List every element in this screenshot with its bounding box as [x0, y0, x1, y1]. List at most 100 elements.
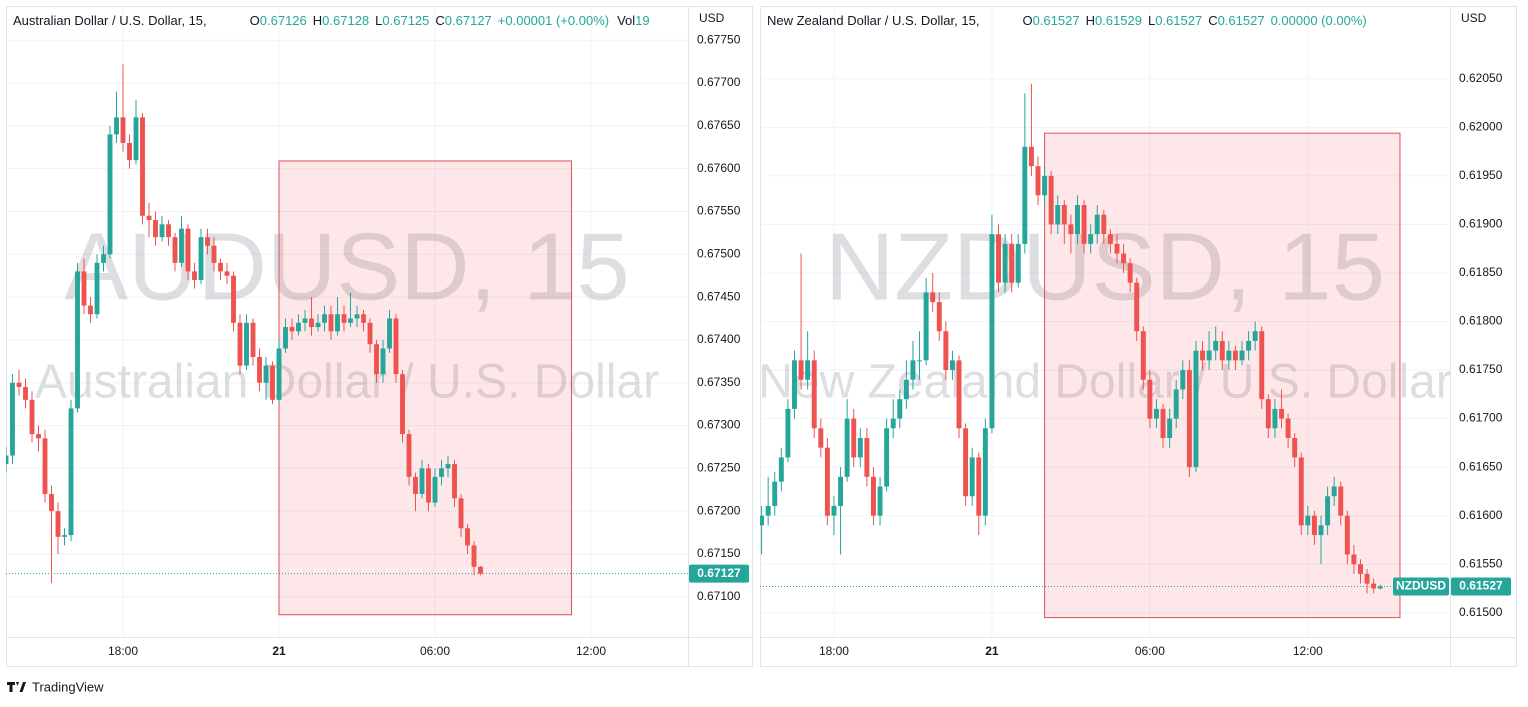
candle-body [969, 457, 975, 497]
candle-body [903, 379, 909, 400]
candle-body [367, 322, 373, 345]
candle-body [1325, 496, 1331, 526]
candle-body [1246, 340, 1252, 351]
candle-body [1180, 370, 1186, 390]
legend-value: 0.61527 [1217, 13, 1265, 28]
candle-body [1377, 586, 1383, 589]
candle-body [1298, 457, 1304, 526]
volume-value: 19 [635, 13, 650, 28]
candle-body [478, 566, 483, 574]
candle-body [1272, 408, 1278, 429]
candle-body [458, 498, 464, 529]
legend-value: 0.67125 [382, 13, 430, 28]
candle-body [1028, 146, 1034, 167]
candle-body [1311, 515, 1317, 536]
y-tick-label: 0.67600 [697, 161, 741, 175]
candle-body [1107, 234, 1113, 244]
y-tick-label: 0.61850 [1459, 265, 1503, 279]
candle-body [432, 476, 438, 503]
y-tick-label: 0.61500 [1459, 605, 1503, 619]
candle-body [296, 322, 301, 332]
candle-body [1186, 370, 1192, 468]
legend-value: 0.67126 [259, 13, 307, 28]
candle-body [107, 134, 113, 255]
candle-body [864, 437, 870, 477]
candle-body [120, 117, 126, 143]
candle-body [257, 357, 262, 383]
legend-label: L [1147, 13, 1156, 28]
y-tick-label: 0.67250 [697, 461, 741, 475]
legend-label: L [375, 13, 383, 28]
candle-body [1121, 253, 1127, 264]
candle-body [276, 348, 282, 400]
candle-body [1002, 243, 1008, 283]
candle-body [760, 515, 765, 526]
candle-body [10, 382, 15, 456]
candle-body [244, 322, 249, 366]
last-price-label: 0.61527 [1459, 579, 1503, 593]
candle-body [270, 365, 275, 400]
legend-label: O [249, 13, 260, 28]
candle-body [890, 418, 896, 429]
candle-body [1075, 205, 1080, 235]
y-tick-label: 0.67500 [697, 246, 741, 260]
candle-body [341, 314, 347, 323]
candle-body [114, 117, 119, 135]
y-tick-label: 0.62050 [1459, 71, 1503, 85]
x-tick-label: 12:00 [576, 644, 606, 658]
candle-body [1206, 350, 1212, 361]
y-tick-label: 0.61950 [1459, 168, 1503, 182]
candle-body [42, 438, 48, 495]
symbol-tag-box [1393, 577, 1449, 596]
candle-body [224, 271, 230, 276]
y-tick-label: 0.67300 [697, 418, 741, 432]
x-tick-label: 06:00 [420, 644, 450, 658]
y-tick-label: 0.67100 [697, 589, 741, 603]
candle-body [419, 468, 425, 495]
candle-body [471, 545, 477, 567]
candle-body [140, 117, 145, 216]
footer-brand: TradingView [32, 679, 104, 694]
candle-body [1364, 573, 1370, 584]
legend-label: O [1022, 13, 1033, 28]
candle-body [413, 476, 418, 495]
candle-body [1160, 408, 1166, 438]
candle-body [818, 428, 824, 448]
candle-body [192, 271, 197, 280]
candle-body [1279, 408, 1284, 419]
candle-body [1140, 331, 1146, 380]
candle-body [153, 220, 158, 238]
candle-body [55, 511, 61, 537]
y-tick-label: 0.67400 [697, 332, 741, 346]
y-tick-label: 0.67350 [697, 375, 741, 389]
chart-legend: Australian Dollar / U.S. Dollar, 15, O 0.6… [13, 13, 650, 28]
chart-legend: New Zealand Dollar / U.S. Dollar, 15, O 0.… [767, 13, 1375, 28]
candle-body [1344, 515, 1350, 555]
y-tick-label: 0.61750 [1459, 362, 1503, 376]
panel-frame [6, 6, 753, 667]
x-tick-label: 18:00 [819, 644, 849, 658]
candle-body [1252, 331, 1258, 341]
y-tick-label: 0.61700 [1459, 411, 1503, 425]
candle-body [400, 374, 405, 435]
candle-body [6, 455, 9, 465]
candle-body [1193, 350, 1199, 468]
x-tick-label: 21 [985, 644, 999, 658]
candle-body [36, 434, 41, 439]
candle-body [361, 314, 366, 323]
candle-body [374, 344, 379, 375]
candle-body [811, 360, 817, 429]
candle-body [1173, 389, 1179, 419]
candle-body [127, 142, 132, 161]
legend-label: C [1208, 13, 1218, 28]
candle-body [1200, 350, 1206, 361]
candle-body [439, 468, 444, 477]
candle-body [159, 224, 165, 238]
candle-body [146, 215, 152, 221]
candle-body [989, 234, 995, 429]
candle-body [1167, 418, 1173, 438]
y-tick-label: 0.62000 [1459, 120, 1503, 134]
x-tick-label: 12:00 [1293, 644, 1323, 658]
tradingview-logo[interactable]: TradingView [7, 679, 104, 694]
candle-body [354, 314, 360, 319]
